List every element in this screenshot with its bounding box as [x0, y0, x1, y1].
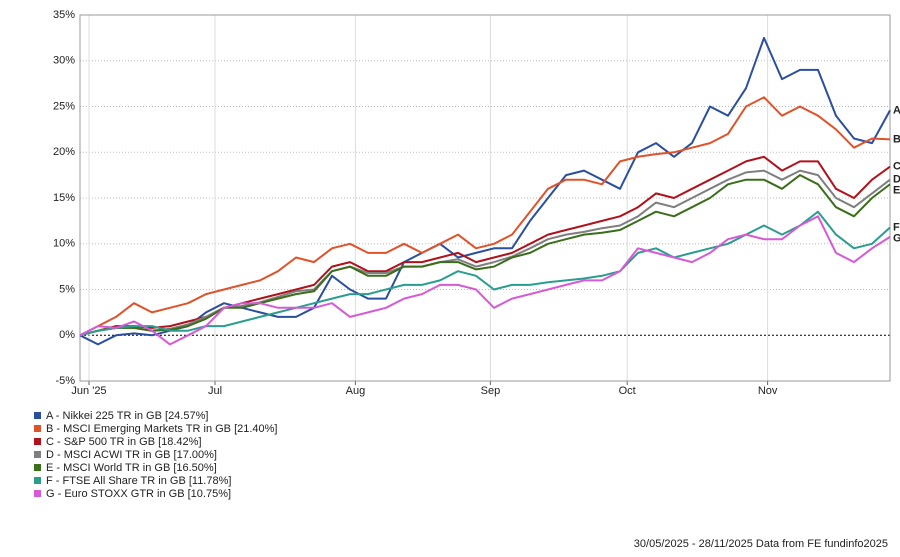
legend-label: C - S&P 500 TR in GB [18.42%] [46, 436, 202, 448]
plot-frame [79, 14, 891, 382]
y-tick-label: 35% [53, 9, 75, 21]
series-line [79, 174, 891, 337]
end-tag: F [893, 221, 900, 233]
series-line [79, 36, 891, 346]
legend-label: D - MSCI ACWI TR in GB [17.00%] [46, 449, 217, 461]
legend-label: E - MSCI World TR in GB [16.50%] [46, 462, 217, 474]
footer: 30/05/2025 - 28/11/2025 Data from FE fun… [634, 538, 888, 550]
end-tag: G [893, 232, 900, 244]
x-tick-label: Aug [346, 385, 366, 397]
end-tag: A [893, 104, 900, 116]
end-tag: B [893, 133, 900, 145]
legend-label: B - MSCI Emerging Markets TR in GB [21.4… [46, 423, 277, 435]
y-tick-label: 20% [53, 146, 75, 158]
legend-label: G - Euro STOXX GTR in GB [10.75%] [46, 488, 231, 500]
legend-swatch [34, 412, 41, 419]
legend-swatch [34, 451, 41, 458]
end-tag: D [893, 174, 900, 186]
series-line [79, 169, 891, 337]
legend-swatch [34, 490, 41, 497]
series-line [79, 210, 891, 337]
y-tick-label: 10% [53, 238, 75, 250]
y-tick-label: 30% [53, 55, 75, 67]
legend-label: A - Nikkei 225 TR in GB [24.57%] [46, 410, 208, 422]
end-tag: C [893, 161, 900, 173]
legend: A - Nikkei 225 TR in GB [24.57%]B - MSCI… [34, 410, 277, 500]
y-tick-label: -5% [55, 375, 75, 387]
end-tag: E [893, 185, 900, 197]
legend-swatch [34, 438, 41, 445]
x-tick-label: Jul [208, 385, 222, 397]
x-tick-label: Nov [758, 385, 778, 397]
y-tick-label: 0% [59, 329, 75, 341]
x-tick-label: Jun '25 [71, 385, 106, 397]
legend-swatch [34, 464, 41, 471]
legend-label: F - FTSE All Share TR in GB [11.78%] [46, 475, 231, 487]
series-line [79, 215, 891, 346]
y-tick-label: 15% [53, 192, 75, 204]
series-line [79, 96, 891, 337]
legend-swatch [34, 425, 41, 432]
y-tick-label: 5% [59, 283, 75, 295]
legend-swatch [34, 477, 41, 484]
y-tick-label: 25% [53, 100, 75, 112]
x-tick-label: Sep [481, 385, 501, 397]
x-tick-label: Oct [619, 385, 636, 397]
